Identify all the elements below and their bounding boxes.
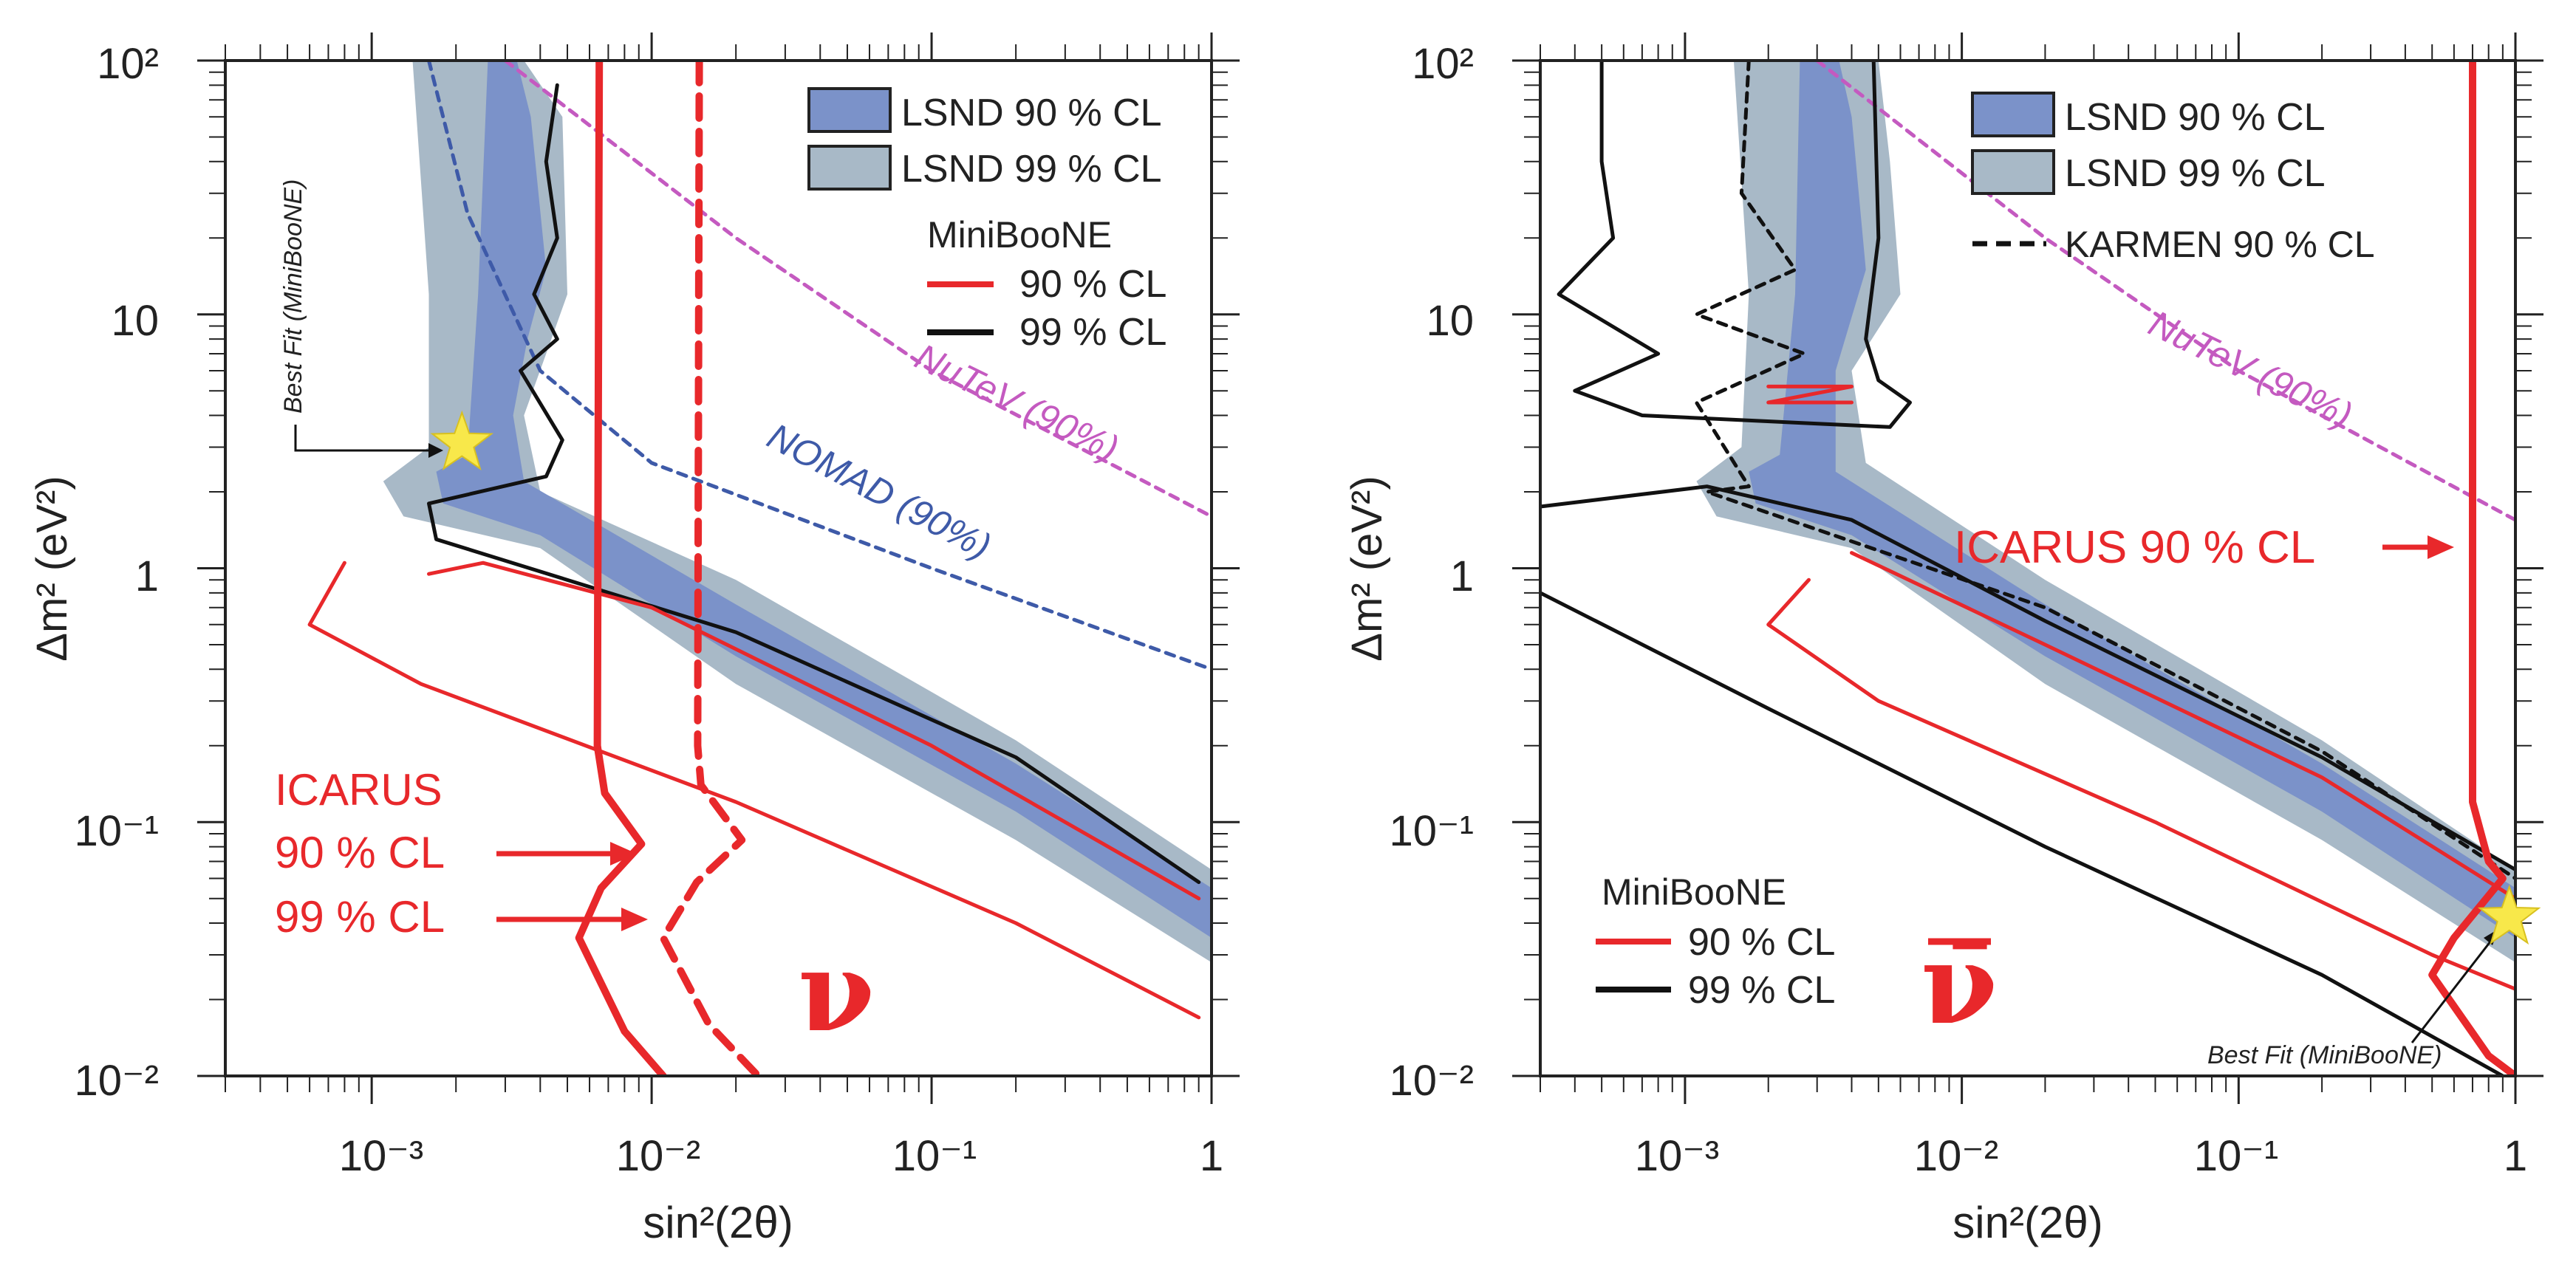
right-curve-karmen-90-cl-3 [1694, 61, 2515, 880]
right-curve-miniboone-90-cl-7 [1766, 384, 1854, 405]
right-legend-label-99: 99 % CL [1688, 969, 1835, 1012]
left-best-fit-arrow [294, 425, 440, 452]
left-ytick-10: 10 [111, 297, 159, 345]
right-axis-ticks [1512, 32, 2543, 1104]
right-nutev-label: NuTeV (90%) [2142, 303, 2359, 436]
right-best-fit-label: Best Fit (MiniBooNE) [2207, 1041, 2442, 1069]
right-xtick-0.01: 10⁻² [1914, 1132, 1998, 1180]
left-ytick-100: 10² [97, 40, 159, 88]
right-legend-label-lsnd99: LSND 99 % CL [2065, 152, 2326, 195]
left-legend-label-lsnd99: LSND 99 % CL [901, 148, 1162, 191]
right-x-axis-label: sin²(2θ) [1953, 1198, 2102, 1247]
left-band-lsnd-99-cl [383, 61, 1212, 963]
left-legend-label-90: 90 % CL [1019, 263, 1166, 306]
left-best-fit-star [430, 410, 494, 471]
left-legend-swatch-lsnd99 [807, 145, 892, 191]
left-best-fit-label: Best Fit (MiniBooNE) [279, 179, 307, 414]
right-best-fit-star [2477, 884, 2541, 945]
right-band-lsnd-99-cl [1696, 61, 2515, 963]
right-legend: LSND 90 % CL LSND 99 % CL KARMEN 90 % CL… [1596, 92, 2375, 1012]
right-ytick-0.01: 10⁻² [1390, 1057, 1474, 1105]
left-curve-icarus-90-cl-7 [575, 61, 667, 1076]
right-ytick-1: 1 [1450, 552, 1474, 600]
left-lsnd-bands [383, 61, 1212, 963]
left-xtick-0.001: 10⁻³ [339, 1132, 423, 1180]
left-icarus-90-arrowhead [610, 842, 637, 865]
right-ytick-10: 10 [1426, 297, 1474, 345]
right-exclusion-curves [1540, 61, 2515, 1076]
left-curve-nomad-90-3 [427, 61, 1212, 671]
left-axis-ticks [197, 32, 1240, 1104]
right-legend-label-90: 90 % CL [1688, 921, 1835, 964]
right-xtick-0.001: 10⁻³ [1635, 1132, 1719, 1180]
left-legend-swatch-lsnd90 [807, 87, 892, 133]
left-curve-miniboone-90-cl-5 [427, 560, 1201, 901]
right-xtick-1: 1 [2504, 1132, 2527, 1180]
left-icarus-label: ICARUS [275, 765, 443, 815]
left-legend-label-lsnd90: LSND 90 % CL [901, 92, 1162, 134]
right-curve-miniboone-99-cl-4 [1557, 61, 1912, 429]
left-band-lsnd-90-cl [436, 61, 1212, 938]
right-xtick-0.1: 10⁻¹ [2194, 1132, 2278, 1180]
left-xtick-0.1: 10⁻¹ [892, 1132, 977, 1180]
left-neutrino-symbol: ν [798, 927, 875, 1057]
left-panel: 10² 10 1 10⁻¹ 10⁻² 10⁻³ 10⁻² 10⁻¹ 1 sin²… [28, 32, 1240, 1247]
left-curve-nutev-90-2 [503, 61, 1212, 518]
right-icarus-label: ICARUS 90 % CL [1954, 522, 2315, 573]
left-icarus-90-label: 90 % CL [275, 828, 445, 877]
right-legend-swatch-lsnd90 [1971, 92, 2055, 137]
right-legend-swatch-lsnd99 [1971, 149, 2055, 195]
left-icarus-99-label: 99 % CL [275, 892, 445, 942]
left-curve-icarus-99-cl-8 [659, 61, 762, 1076]
left-legend-label-99: 99 % CL [1019, 311, 1166, 354]
left-ytick-0.01: 10⁻² [75, 1057, 159, 1105]
left-curve-miniboone-99-cl-4 [427, 83, 1201, 885]
right-ytick-0.1: 10⁻¹ [1390, 807, 1474, 855]
right-ytick-100: 10² [1412, 40, 1474, 88]
right-curve-miniboone-90-cl-band-8 [1850, 551, 2515, 901]
left-x-axis-label: sin²(2θ) [643, 1198, 793, 1247]
left-legend: LSND 90 % CL LSND 99 % CL MiniBooNE 90 %… [807, 87, 1166, 354]
left-ytick-0.1: 10⁻¹ [75, 807, 159, 855]
right-legend-karmen-label: KARMEN 90 % CL [2065, 224, 2375, 265]
right-curve-miniboone-99-cl-inner-5 [1540, 484, 2515, 872]
left-xtick-1: 1 [1200, 1132, 1223, 1180]
left-curve-miniboone-90-cl-outer-6 [307, 560, 1201, 1020]
right-panel: 10² 10 1 10⁻¹ 10⁻² 10⁻³ 10⁻² 10⁻¹ 1 sin²… [1343, 32, 2543, 1247]
right-y-axis-label: Δm² (eV²) [1343, 476, 1391, 661]
right-curve-miniboone-90-cl-lower-9 [1766, 577, 2515, 991]
left-xtick-0.01: 10⁻² [616, 1132, 700, 1180]
right-legend-miniboone-heading: MiniBooNE [1602, 871, 1786, 913]
right-curve-nutev-90-2 [1815, 61, 2515, 522]
left-legend-miniboone-heading: MiniBooNE [927, 214, 1112, 256]
left-y-axis-label: Δm² (eV²) [28, 476, 76, 661]
left-nomad-label: NOMAD (90%) [761, 415, 998, 567]
left-exclusion-curves [307, 61, 1212, 1076]
right-curve-icarus-90-cl-10 [2428, 61, 2515, 1076]
right-icarus-arrowhead [2428, 535, 2454, 559]
right-best-fit-arrow [2411, 937, 2495, 1043]
left-icarus-99-arrowhead [621, 908, 648, 931]
right-legend-label-lsnd90: LSND 90 % CL [2065, 96, 2326, 139]
right-curve-miniboone-99-cl-outer-6 [1540, 591, 2505, 1076]
left-best-fit-arrowhead [428, 443, 443, 458]
left-nutev-label: NuTeV (90%) [909, 336, 1125, 470]
left-ytick-1: 1 [135, 552, 159, 600]
